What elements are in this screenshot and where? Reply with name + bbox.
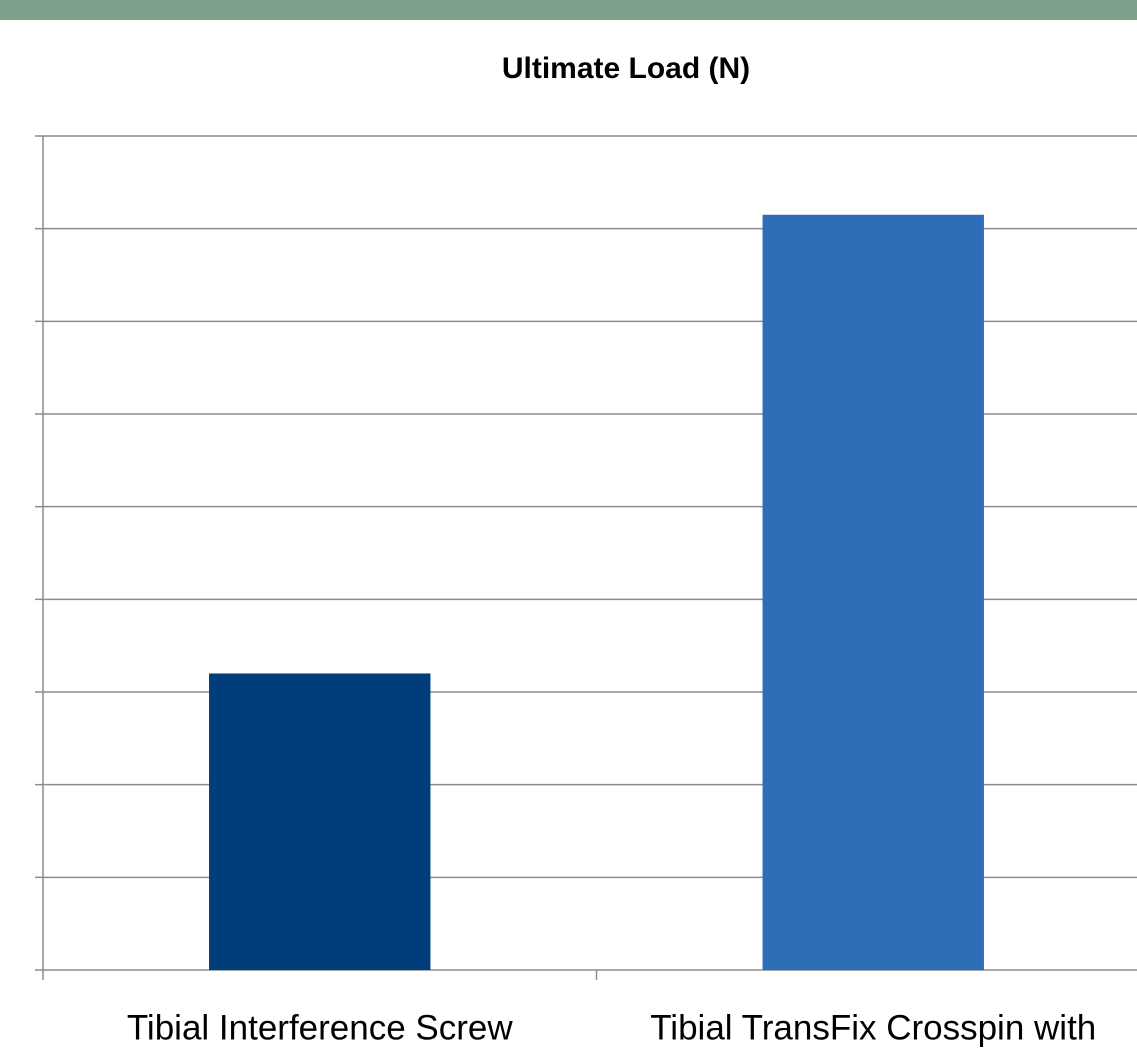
- bar: [762, 214, 984, 970]
- x-tick-label: Tibial Interference Screw: [127, 1008, 514, 1047]
- chart-title: Ultimate Load (N): [502, 52, 750, 85]
- bar: [209, 673, 431, 970]
- header-band: [0, 0, 1137, 20]
- x-tick-label: Tibial TransFix Crosspin with: [650, 1008, 1096, 1047]
